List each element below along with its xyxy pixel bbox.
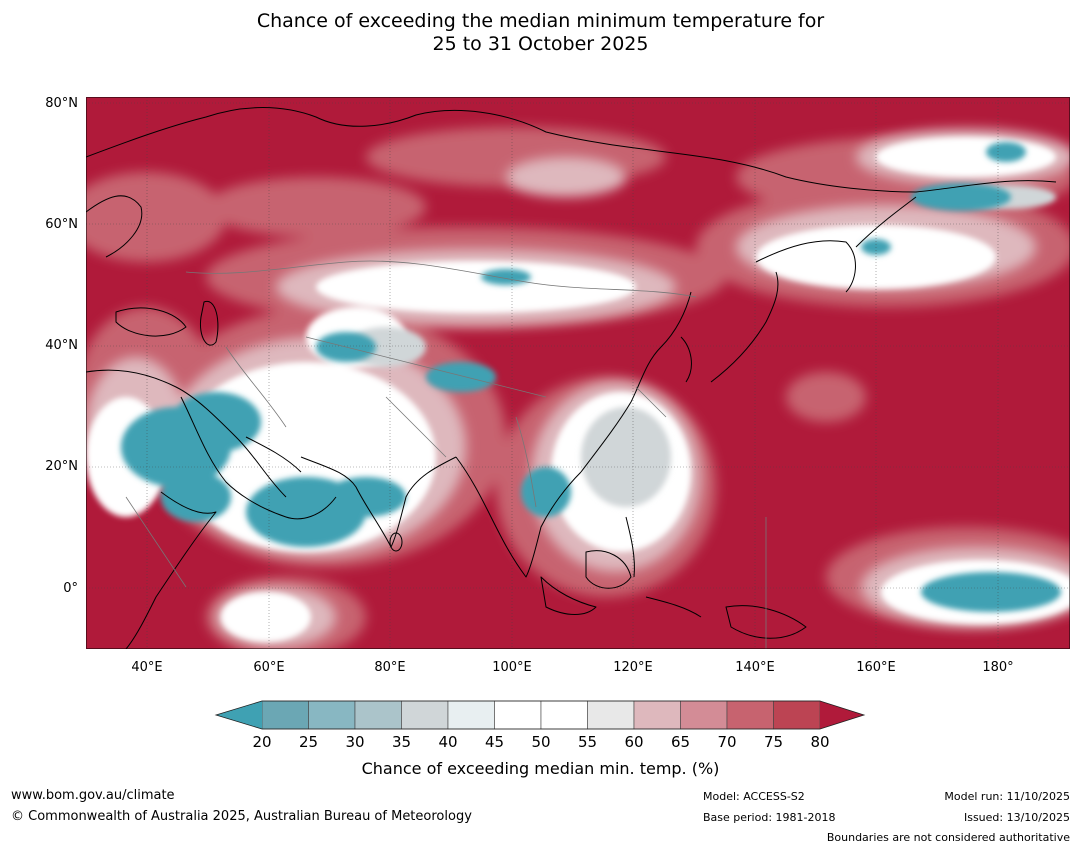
lon-label-140e: 140°E <box>735 660 775 675</box>
footer-model-run: Model run: 11/10/2025 <box>944 790 1070 803</box>
colorbar-over-arrow <box>820 701 864 729</box>
lon-label-180: 180° <box>982 660 1014 675</box>
footer-disclaimer: Boundaries are not considered authoritat… <box>826 831 1070 844</box>
colorbar-tick-label: 30 <box>345 733 365 751</box>
lon-label-120e: 120°E <box>613 660 653 675</box>
colorbar <box>214 700 866 730</box>
colorbar-cell <box>447 700 495 730</box>
map-title: Chance of exceeding the median minimum t… <box>0 10 1081 56</box>
lon-label-60e: 60°E <box>253 660 285 675</box>
lat-label-0: 0° <box>63 581 78 596</box>
colorbar-cell <box>680 700 728 730</box>
colorbar-cell <box>540 700 588 730</box>
colorbar-cell <box>726 700 774 730</box>
lat-label-20n: 20°N <box>45 459 78 474</box>
lat-label-60n: 60°N <box>45 217 78 232</box>
colorbar-tick-label: 65 <box>670 733 691 751</box>
footer-model: Model: ACCESS-S2 <box>703 790 805 803</box>
lat-label-40n: 40°N <box>45 338 78 353</box>
probability-map[interactable] <box>86 97 1070 649</box>
map-panel[interactable] <box>86 97 1070 649</box>
lon-label-160e: 160°E <box>856 660 896 675</box>
colorbar-cell <box>633 700 681 730</box>
colorbar-cell <box>587 700 635 730</box>
footer-issued: Issued: 13/10/2025 <box>963 811 1070 824</box>
colorbar-cell <box>401 700 449 730</box>
borders <box>125 260 767 649</box>
colorbar-tick-label: 25 <box>298 733 319 751</box>
colorbar-tick-label: 35 <box>391 733 412 751</box>
colorbar-cell <box>494 700 542 730</box>
footer-copyright: © Commonwealth of Australia 2025, Austra… <box>11 809 472 824</box>
lon-label-80e: 80°E <box>374 660 406 675</box>
colorbar-under-arrow <box>216 701 262 729</box>
footer-base-period: Base period: 1981-2018 <box>703 811 836 824</box>
colorbar-cell <box>773 700 821 730</box>
colorbar-tick-label: 45 <box>484 733 505 751</box>
colorbar-cells <box>261 700 821 730</box>
colorbar-tick-label: 20 <box>252 733 272 751</box>
graticule <box>86 97 1070 649</box>
footer-url[interactable]: www.bom.gov.au/climate <box>11 788 175 803</box>
colorbar-cell <box>308 700 356 730</box>
colorbar-tick-label: 80 <box>810 733 830 751</box>
colorbar-cell <box>261 700 309 730</box>
colorbar-tick-label: 60 <box>624 733 644 751</box>
title-line-2: 25 to 31 October 2025 <box>432 33 649 55</box>
coastlines <box>86 107 1057 649</box>
lon-label-100e: 100°E <box>492 660 532 675</box>
lon-label-40e: 40°E <box>131 660 163 675</box>
colorbar-tick-label: 50 <box>531 733 551 751</box>
lat-label-80n: 80°N <box>45 96 78 111</box>
colorbar-title: Chance of exceeding median min. temp. (%… <box>361 759 720 778</box>
colorbar-tick-label: 40 <box>438 733 458 751</box>
colorbar-tick-label: 55 <box>577 733 598 751</box>
title-line-1: Chance of exceeding the median minimum t… <box>256 10 825 32</box>
colorbar-tick-label: 75 <box>763 733 784 751</box>
colorbar-tick-label: 70 <box>717 733 737 751</box>
colorbar-cell <box>354 700 402 730</box>
